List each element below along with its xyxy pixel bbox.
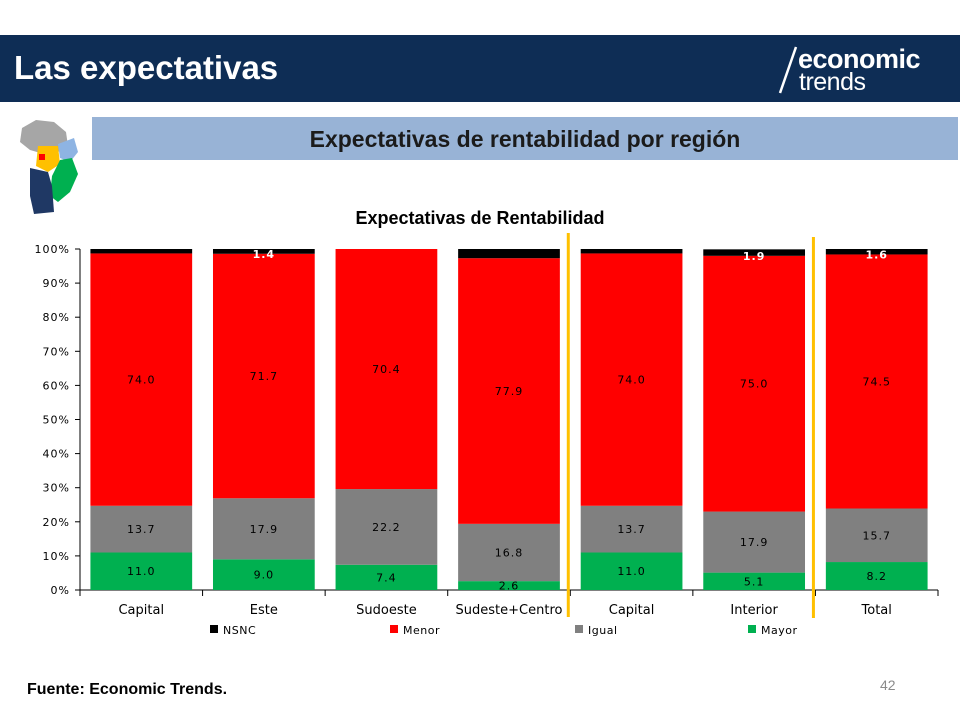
data-label-igual: 15.7 <box>862 529 891 542</box>
header-bar: Las expectativas economic trends <box>0 35 960 102</box>
data-label-mayor: 2.6 <box>499 580 520 593</box>
bar-segment-menor <box>580 253 683 506</box>
bar-segment-mayor <box>458 581 560 590</box>
chart-legend: NSNC Menor Igual Mayor <box>210 624 798 637</box>
legend-label-igual: Igual <box>588 624 618 637</box>
y-tick-label: 0% <box>51 584 70 597</box>
legend-label-nsnc: NSNC <box>223 624 256 637</box>
x-tick-label: Sudoeste <box>356 603 417 618</box>
bar-segment-nsnc <box>212 249 315 254</box>
bar-segment-igual <box>825 508 928 563</box>
bar-segment-mayor <box>90 552 193 590</box>
y-tick-label: 10% <box>43 550 70 563</box>
bar-segment-mayor <box>335 564 438 590</box>
legend-swatch-nsnc <box>210 625 218 633</box>
bar-segment-nsnc <box>580 249 683 254</box>
data-label-menor: 74.5 <box>862 375 891 388</box>
x-tick-label: Este <box>250 603 278 618</box>
bar-segment-igual <box>580 505 683 553</box>
data-label-igual: 17.9 <box>250 523 279 536</box>
bar-segment-nsnc <box>825 249 928 255</box>
data-label-menor: 74.0 <box>127 374 156 387</box>
y-tick-label: 40% <box>43 448 70 461</box>
logo-word-trends: trends <box>799 68 866 96</box>
bar-segment-menor <box>212 253 315 499</box>
data-label-mayor: 5.1 <box>744 575 765 588</box>
data-label-menor: 77.9 <box>495 385 524 398</box>
legend-swatch-igual <box>575 625 583 633</box>
data-label-menor: 75.0 <box>740 378 769 391</box>
y-tick-label: 70% <box>43 345 70 358</box>
page-title: Las expectativas <box>14 49 279 86</box>
bar-segment-menor <box>90 253 193 506</box>
source-note: Fuente: Economic Trends. <box>27 681 228 698</box>
argentina-regions-map-icon <box>20 120 78 214</box>
y-tick-label: 50% <box>43 414 70 427</box>
data-label-mayor: 11.0 <box>127 565 156 578</box>
y-tick-label: 20% <box>43 516 70 529</box>
chart-area: Expectativas de Rentabilidad 0% 10% 20% 30%… <box>0 195 960 645</box>
y-tick-label: 100% <box>35 243 70 256</box>
data-label-mayor: 8.2 <box>866 570 887 583</box>
subtitle-band: Expectativas de rentabilidad por región <box>92 117 958 160</box>
bar-segment-menor <box>825 254 928 509</box>
legend-label-menor: Menor <box>403 624 440 637</box>
chart-bars <box>90 249 928 590</box>
bar-segment-nsnc <box>458 249 560 259</box>
x-tick-label: Capital <box>609 603 655 618</box>
data-label-nsnc: 1.4 <box>253 248 276 261</box>
x-tick-label: Capital <box>118 603 164 618</box>
bar-segment-mayor <box>825 562 928 590</box>
data-label-igual: 22.2 <box>372 521 401 534</box>
data-label-menor: 71.7 <box>250 370 279 383</box>
bar-segment-mayor <box>212 559 315 590</box>
bar-segment-igual <box>90 505 193 553</box>
stacked-bar-chart: Expectativas de Rentabilidad 0% 10% 20% 30%… <box>35 208 939 637</box>
bar-segment-igual <box>335 489 438 565</box>
x-tick-label: Sudeste+Centro <box>456 603 563 618</box>
data-label-menor: 70.4 <box>372 363 401 376</box>
logo-word-economic: economic <box>798 44 921 74</box>
data-label-menor: 74.0 <box>617 374 646 387</box>
y-tick-label: 30% <box>43 482 70 495</box>
bar-segment-mayor <box>703 572 806 590</box>
bar-segment-menor <box>703 255 806 512</box>
data-label-igual: 13.7 <box>617 523 646 536</box>
economic-trends-logo: economic trends <box>776 43 956 96</box>
y-tick-label: 90% <box>43 277 70 290</box>
bar-segment-menor <box>335 249 438 490</box>
bar-segment-mayor <box>580 552 683 590</box>
data-label-mayor: 11.0 <box>617 565 646 578</box>
legend-swatch-mayor <box>748 625 756 633</box>
data-label-nsnc: 1.9 <box>743 250 766 263</box>
data-label-mayor: 9.0 <box>254 569 275 582</box>
data-label-igual: 16.8 <box>495 546 524 559</box>
data-label-mayor: 7.4 <box>376 571 397 584</box>
bar-segment-igual <box>703 511 806 573</box>
legend-label-mayor: Mayor <box>761 624 798 637</box>
logo-slash-icon <box>778 46 798 94</box>
y-tick-label: 80% <box>43 311 70 324</box>
page-number: 42 <box>880 677 896 693</box>
chart-title: Expectativas de Rentabilidad <box>355 208 604 228</box>
bar-segment-nsnc <box>703 249 806 256</box>
bar-segment-igual <box>212 498 315 560</box>
bar-segment-igual <box>458 523 560 582</box>
bar-segment-nsnc <box>90 249 193 254</box>
data-label-igual: 13.7 <box>127 523 156 536</box>
bar-segment-menor <box>458 258 560 524</box>
x-tick-label: Interior <box>730 603 778 618</box>
chart-data-labels: 11.0 13.7 74.0 9.0 17.9 71.7 1.4 7.4 22.2 70.4 2.6… <box>127 248 891 593</box>
x-tick-label: Total <box>861 603 892 618</box>
chart-separators <box>566 233 815 618</box>
y-tick-label: 60% <box>43 379 70 392</box>
data-label-nsnc: 1.6 <box>865 248 888 261</box>
data-label-igual: 17.9 <box>740 536 769 549</box>
legend-swatch-menor <box>390 625 398 633</box>
slide-subtitle: Expectativas de rentabilidad por región <box>309 126 741 152</box>
